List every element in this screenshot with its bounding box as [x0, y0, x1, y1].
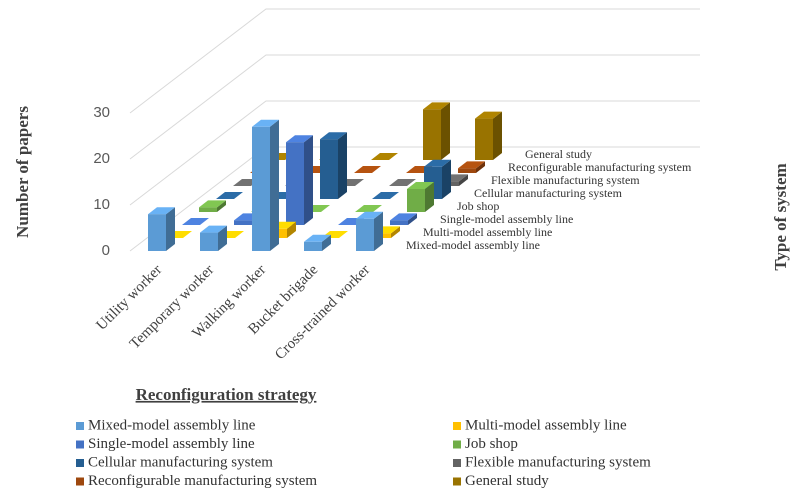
bar	[356, 218, 374, 251]
legend-swatch	[453, 477, 461, 486]
depth-label: Reconfigurable manufacturing system	[508, 160, 692, 174]
bar-top	[407, 182, 434, 189]
bar	[199, 207, 217, 212]
depth-label: Cellular manufacturing system	[474, 186, 623, 200]
depth-label: Single-model assembly line	[440, 212, 573, 226]
bar-top	[355, 205, 382, 212]
bar-top	[199, 200, 226, 208]
depth-label: Flexible manufacturing system	[491, 173, 640, 187]
bar-top	[372, 192, 399, 199]
bar-top	[182, 218, 209, 225]
grid-line	[129, 100, 700, 206]
bar-top	[371, 153, 398, 160]
grid-line	[129, 54, 700, 160]
bar	[234, 220, 252, 225]
bar-side	[218, 225, 227, 251]
bar-top	[286, 135, 313, 143]
legend-label: Flexible manufacturing system	[465, 454, 651, 470]
bar-top	[320, 132, 347, 140]
bar	[475, 118, 493, 160]
bar-side	[459, 174, 468, 186]
legend-swatch	[76, 459, 84, 467]
bar	[304, 241, 322, 251]
legend-label: General study	[465, 473, 549, 489]
bar-top	[390, 213, 417, 221]
bar-side	[304, 135, 313, 225]
bar-side	[493, 111, 502, 160]
legend-swatch	[76, 477, 84, 486]
bar-side	[408, 213, 417, 225]
bar	[286, 142, 304, 225]
bar-top	[475, 111, 502, 119]
bar	[390, 220, 408, 225]
bar-top	[389, 179, 416, 186]
bar-side	[391, 226, 400, 238]
depth-label: Mixed-model assembly line	[406, 238, 540, 252]
y-tick-label: 30	[93, 104, 110, 121]
bar-side	[217, 200, 226, 212]
bar	[423, 109, 441, 160]
depth-label: General study	[525, 147, 592, 161]
bar-side	[322, 234, 331, 251]
x-tick-label: Cross-trained worker	[272, 262, 373, 363]
bar-top	[252, 119, 279, 127]
grid-line	[129, 8, 700, 114]
bar-side	[425, 182, 434, 212]
bar-side	[476, 161, 485, 173]
bar-top	[200, 225, 227, 233]
legend-swatch	[453, 440, 461, 449]
legend-label: Job shop	[465, 436, 518, 452]
bar	[458, 168, 476, 173]
bar	[200, 232, 218, 251]
bar-side	[441, 102, 450, 160]
bar	[407, 189, 425, 212]
legend-label: Reconfigurable manufacturing system	[88, 473, 317, 489]
bar-side	[374, 211, 383, 251]
x-axis-title: Reconfiguration strategy	[136, 385, 317, 404]
bar-top	[216, 192, 243, 199]
y-tick-label: 20	[93, 150, 110, 167]
legend-label: Cellular manufacturing system	[88, 454, 273, 470]
legend-label: Single-model assembly line	[88, 436, 255, 452]
legend-swatch	[453, 422, 461, 430]
legend-label: Multi-model assembly line	[465, 417, 627, 433]
legend-swatch	[453, 459, 461, 467]
bar-side	[166, 207, 175, 251]
bar-top	[304, 234, 331, 242]
bar	[148, 214, 166, 251]
legend-swatch	[76, 440, 84, 449]
bar-top	[424, 159, 451, 167]
bar	[320, 139, 338, 199]
y-axis-title: Number of papers	[13, 106, 32, 238]
bar-side	[442, 159, 451, 199]
depth-label: Job shop	[457, 199, 499, 213]
bar-side	[270, 119, 279, 251]
bar-top	[354, 166, 381, 173]
bar-side	[338, 132, 347, 199]
depth-label: Multi-model assembly line	[423, 225, 552, 239]
bar-side	[287, 221, 296, 238]
bar-top	[423, 102, 450, 110]
legend-label: Mixed-model assembly line	[88, 417, 256, 433]
y-tick-label: 0	[102, 242, 110, 259]
y-tick-label: 10	[93, 196, 110, 213]
z-axis-title: Type of system	[771, 163, 790, 270]
legend-swatch	[76, 422, 84, 430]
bar-top	[458, 161, 485, 169]
bar-top	[356, 211, 383, 219]
bar	[252, 126, 270, 251]
bar-top	[148, 207, 175, 215]
